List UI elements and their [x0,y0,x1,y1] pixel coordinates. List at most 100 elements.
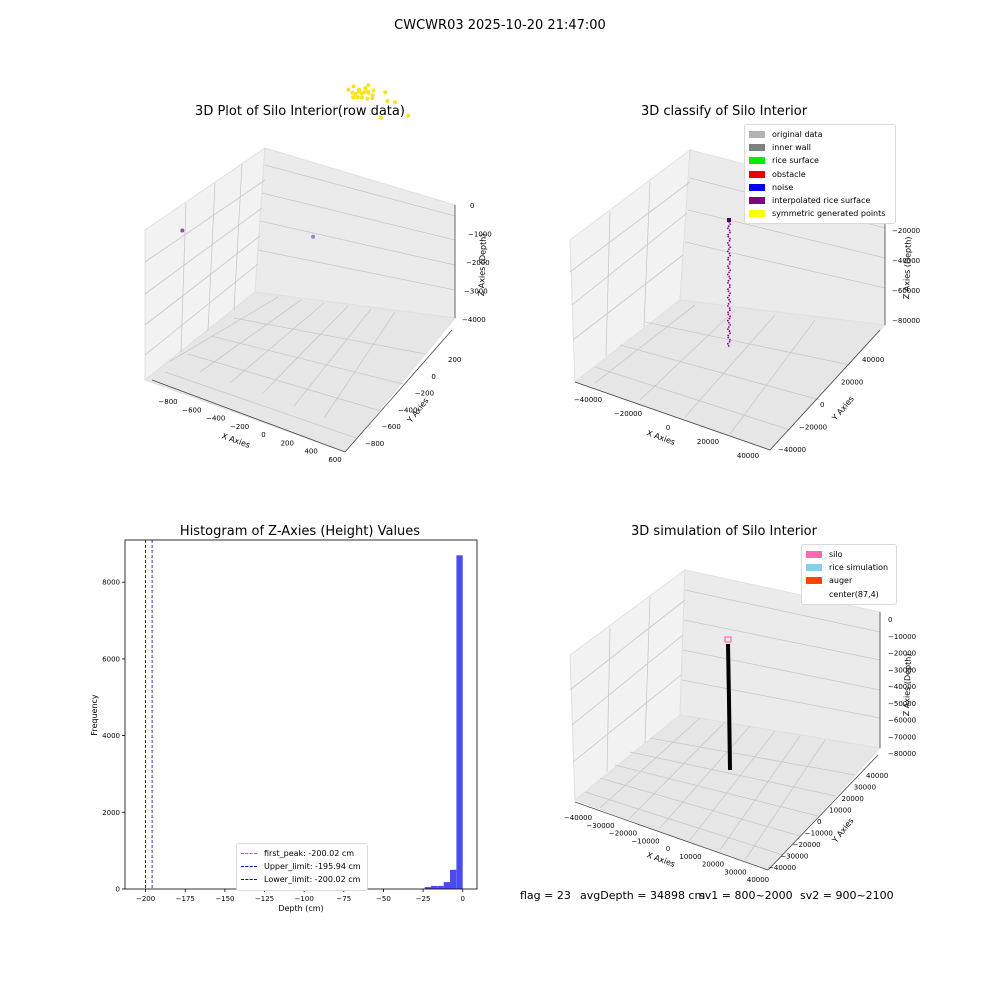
histogram-bar [431,885,438,889]
legend-label: interpolated rice surface [772,196,871,206]
status-sv2: sv2 = 900~2100 [800,889,894,902]
classify-x-tick-label: −20000 [614,410,642,418]
legend-entry: interpolated rice surface [749,194,891,207]
simulation-z-tick-label: −40000 [888,683,916,691]
raw-y-tick-label: 0 [431,373,435,381]
raw-x-tick-label: 200 [281,439,294,447]
histogram-x-tick-label: −150 [215,895,234,903]
raw-data-point [406,113,411,118]
histogram-bar [437,885,444,889]
raw-data-point [393,100,397,105]
raw-data-point [346,87,351,92]
simulation-x-tick-label: 0 [666,845,670,853]
classify-z-tick-label: −80000 [892,317,920,325]
rice-simulation-column [726,644,732,770]
interpolated-point [727,326,730,328]
interpolated-point [727,235,730,238]
raw-data-point [385,99,390,104]
simulation-y-axis-label: Y Axies [830,816,856,845]
classify-x-axis-label: X Axies [645,428,676,447]
legend-swatch [806,577,822,585]
interpolated-point [727,258,729,261]
simulation-z-axis-label: Z Axies (Depth) [902,653,913,716]
interpolated-point [727,342,729,345]
interpolated-point [728,240,731,242]
histogram-bar [424,887,431,889]
interpolated-point [729,254,731,257]
histogram-x-tick-label: −100 [295,895,314,903]
legend-label: center(87,4) [829,589,879,599]
raw-z-axis-label: Z Axies (Depth) [477,233,488,296]
classify-legend: original data inner wall rice surface obsta… [744,124,896,225]
column-top-marker [727,218,731,222]
status-flag: flag = 23 [520,889,571,902]
histogram-x-tick-label: 0 [460,895,464,903]
classify-x-tick-label: 40000 [737,452,759,460]
raw-z-tick-label: −3000 [464,288,488,296]
simulation-y-tick-label: −20000 [793,841,821,849]
legend-swatch [749,157,765,165]
interpolated-point [728,321,730,324]
histogram-x-tick-label: −25 [416,895,431,903]
interpolated-point [729,246,732,249]
status-avg-depth: avgDepth = 34898 cm [580,889,706,902]
interpolated-point [726,250,729,253]
raw-data-point [365,96,370,101]
status-sv1: sv1 = 800~2000 [699,889,793,902]
classify-z-axis-label: Z Axies (Depth) [902,236,913,299]
histogram-y-tick-label: 8000 [102,579,120,587]
interpolated-point [726,273,729,276]
simulation-x-tick-label: −40000 [564,814,592,822]
classify-y-axis-label: Y Axies [830,394,856,423]
raw-z-tick-label: −4000 [462,316,486,324]
interpolated-point [728,284,731,286]
raw-data-point [355,95,360,100]
simulation-x-axis-label: X Axies [645,850,676,869]
interpolated-point [728,271,730,274]
interpolated-point [727,328,729,330]
legend-label: Lower_limit: -200.02 cm [264,875,361,885]
simulation-x-tick-label: 20000 [702,861,724,869]
legend-entry: inner wall [749,141,891,154]
simulation-x-tick-label: 10000 [679,853,701,861]
interpolated-point [727,282,729,284]
simulation-z-tick-label: −60000 [888,717,916,725]
simulation-y-tick-label: 30000 [854,784,876,792]
raw-x-tick-label: −600 [182,406,201,414]
interpolated-point [729,237,731,240]
interpolated-point [729,338,731,341]
histogram-x-tick-label: −175 [176,895,195,903]
simulation-x-tick-label: 30000 [724,868,746,876]
simulation-plot-title: 3D simulation of Silo Interior [631,524,817,539]
interpolated-point [726,296,729,299]
raw-data-point [311,234,316,239]
interpolated-point [727,227,729,230]
simulation-y-tick-label: 0 [817,818,821,826]
interpolated-point [727,288,729,291]
raw-data-point [366,89,370,94]
interpolated-point [727,305,729,307]
histogram-x-tick-label: −125 [255,895,274,903]
legend-entry: rice simulation [806,561,892,574]
raw-y-tick-label: 200 [448,356,461,364]
interpolated-point [727,336,730,339]
interpolated-point [728,330,731,333]
simulation-y-tick-label: 40000 [866,772,888,780]
legend-entry: silo [806,548,892,561]
raw-z-tick-label: 0 [470,202,474,210]
raw-data-point [350,90,355,95]
legend-entry: rice surface [749,154,891,167]
interpolated-point [727,267,730,270]
legend-label: symmetric generated points [772,209,886,219]
raw-data-point [359,95,364,100]
simulation-y-tick-label: 10000 [829,807,851,815]
interpolated-point [728,307,731,309]
histogram-x-tick-label: −50 [376,895,391,903]
figure-title: CWCWR03 2025-10-20 21:47:00 [394,18,606,33]
legend-swatch [806,551,822,559]
interpolated-point [728,248,730,251]
simulation-z-tick-label: −10000 [888,633,916,641]
raw-plot-title: 3D Plot of Silo Interior(row data) [195,104,405,119]
raw-x-tick-label: −400 [206,415,225,423]
raw-x-tick-label: −800 [158,398,177,406]
